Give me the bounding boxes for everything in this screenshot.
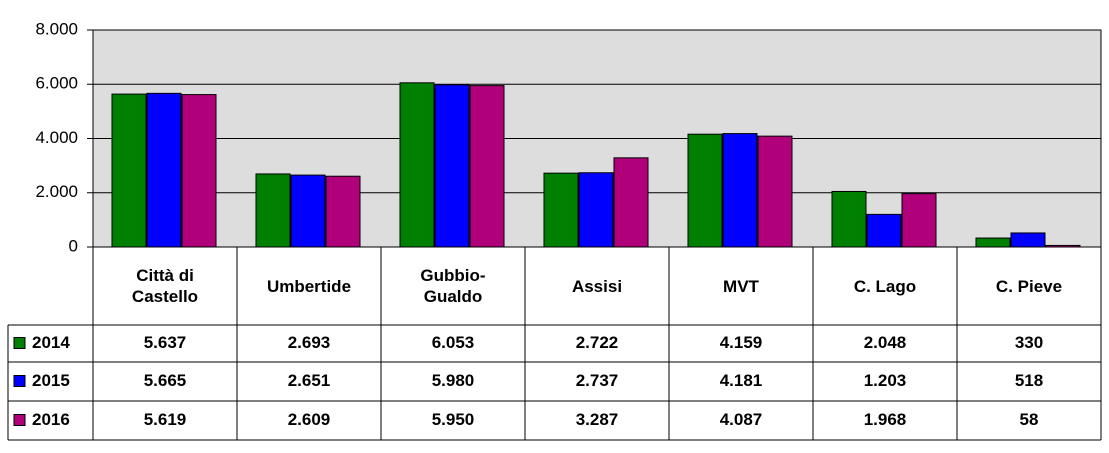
category-text: Assisi	[571, 276, 623, 296]
category-label: C. Lago	[813, 247, 957, 325]
bar	[831, 190, 867, 248]
category-text: Gubbio-Gualdo	[420, 266, 486, 306]
table-value: 4.181	[720, 371, 763, 390]
table-value: 2.609	[288, 410, 331, 429]
category-label: Umbertide	[237, 247, 381, 325]
bar	[975, 237, 1011, 248]
category-label: Gubbio-Gualdo	[381, 247, 525, 325]
y-tick-label: 6.000	[35, 74, 78, 93]
table-value: 2.737	[576, 371, 619, 390]
bar	[687, 133, 723, 248]
bar	[578, 172, 614, 248]
legend-swatch	[13, 414, 26, 426]
bar	[1010, 232, 1046, 248]
table-value: 5.950	[432, 410, 475, 429]
bar	[1045, 244, 1081, 248]
category-text: C. Lago	[853, 276, 917, 296]
y-tick-label: 0	[69, 236, 78, 255]
category-text: MVT	[723, 276, 759, 296]
category-label: MVT	[669, 247, 813, 325]
table-value: 1.203	[864, 371, 907, 390]
legend-swatch	[13, 337, 26, 349]
table-value: 4.159	[720, 333, 763, 352]
category-label: C. Pieve	[957, 247, 1101, 325]
table-value: 1.968	[864, 410, 907, 429]
table-value: 2.651	[288, 371, 331, 390]
table-value: 2.048	[864, 333, 907, 352]
bar	[146, 92, 182, 248]
bar	[290, 174, 326, 248]
category-label: Assisi	[525, 247, 669, 325]
table-value: 5.619	[144, 410, 187, 429]
y-tick-label: 8.000	[35, 19, 78, 38]
bar	[757, 135, 793, 248]
bar	[434, 84, 470, 248]
category-text: Città di Castello	[131, 266, 199, 306]
bar	[722, 133, 758, 248]
bar	[111, 93, 147, 248]
table-value: 518	[1015, 371, 1043, 390]
table-value: 5.637	[144, 333, 187, 352]
y-tick-label: 2.000	[35, 182, 78, 201]
bar	[325, 175, 361, 248]
category-text: Umbertide	[266, 276, 352, 296]
bar	[181, 94, 217, 248]
legend-label: 2015	[32, 371, 70, 390]
table-value: 4.087	[720, 410, 763, 429]
legend-label: 2014	[32, 333, 70, 352]
table-value: 2.693	[288, 333, 331, 352]
bar	[399, 82, 435, 248]
table-value: 330	[1015, 333, 1043, 352]
legend-swatch	[13, 375, 26, 387]
category-text: C. Pieve	[995, 276, 1063, 296]
bar	[543, 172, 579, 248]
table-value: 6.053	[432, 333, 475, 352]
table-value: 58	[1020, 410, 1039, 429]
bar	[469, 85, 505, 248]
bar	[255, 173, 291, 248]
legend-label: 2016	[32, 410, 70, 429]
bar	[901, 193, 937, 248]
table-value: 3.287	[576, 410, 619, 429]
category-label: Città di Castello	[93, 247, 237, 325]
table-value: 5.980	[432, 371, 475, 390]
y-tick-label: 4.000	[35, 128, 78, 147]
bar	[866, 213, 902, 248]
table-value: 5.665	[144, 371, 187, 390]
table-value: 2.722	[576, 333, 619, 352]
bar	[613, 157, 649, 248]
